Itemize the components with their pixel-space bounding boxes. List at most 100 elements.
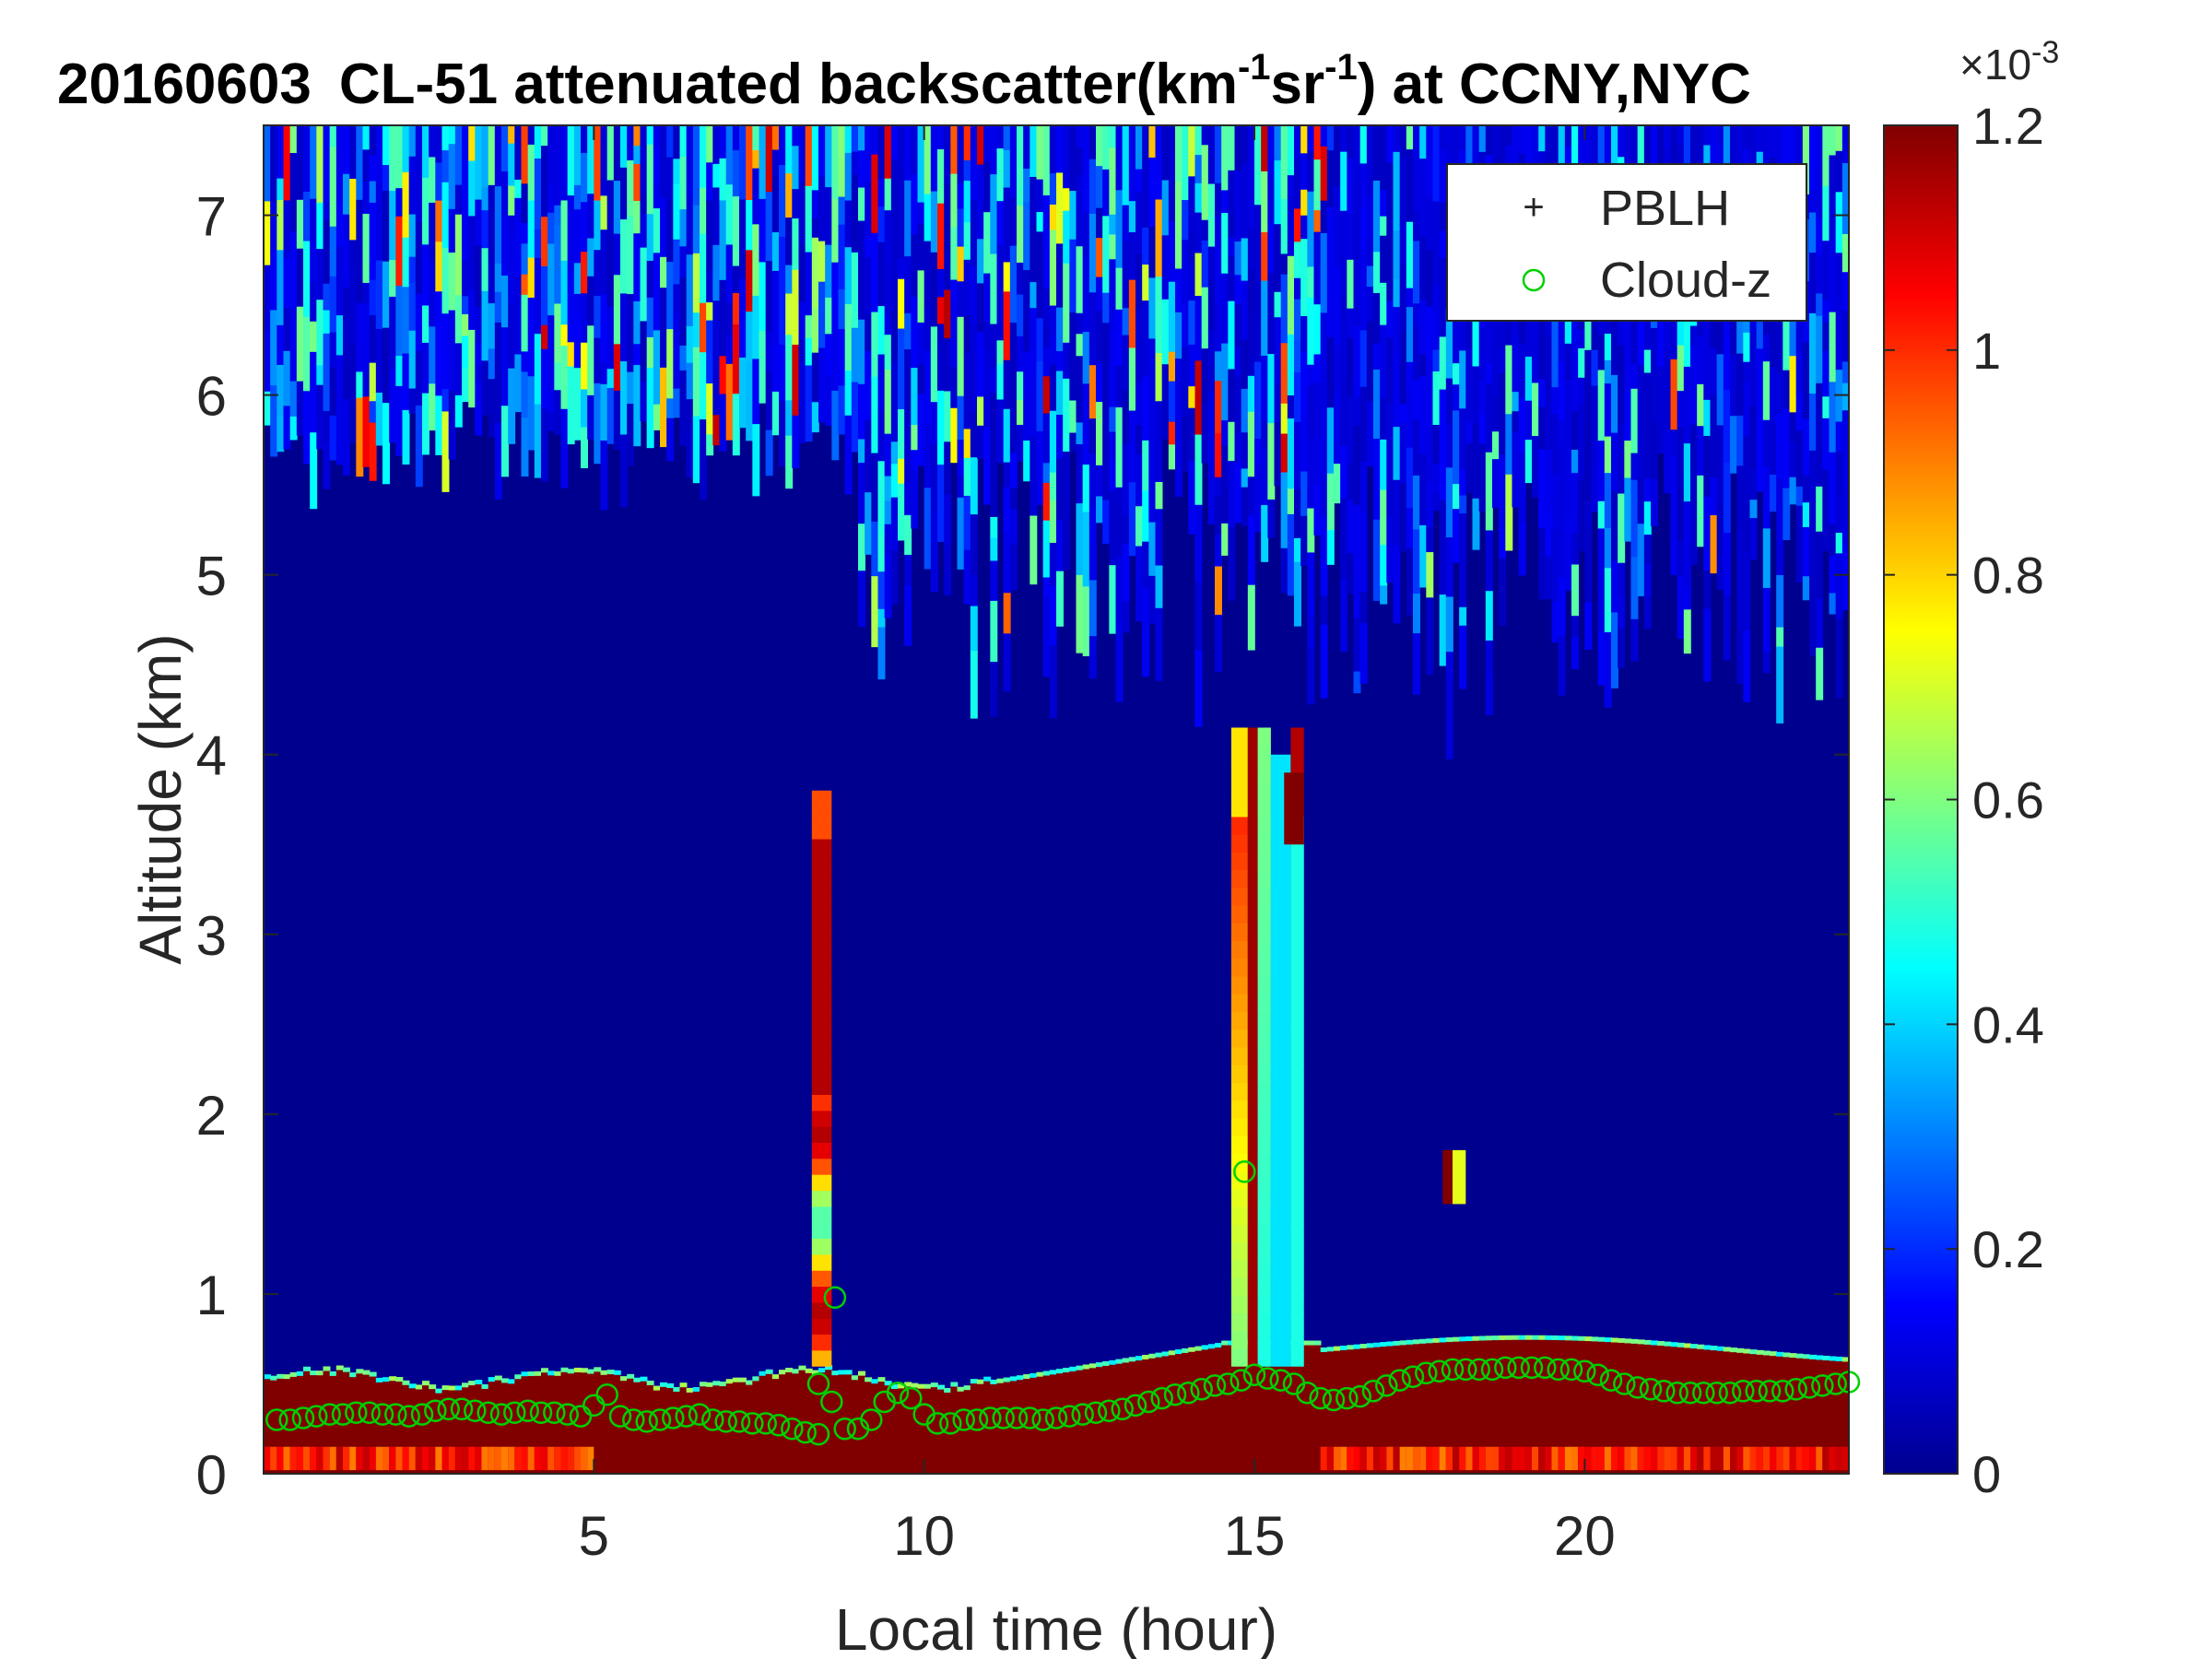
- boundary-layer-cell: [666, 1386, 675, 1474]
- backscatter-cell: [1056, 243, 1064, 309]
- backscatter-cell: [1770, 125, 1777, 159]
- backscatter-cell: [865, 419, 873, 466]
- backscatter-cell: [1247, 312, 1255, 356]
- boundary-layer-cell: [1439, 1341, 1447, 1474]
- precip-column-cell: [1257, 745, 1271, 764]
- cloud-z-point: [1044, 1406, 1068, 1430]
- backscatter-cell: [1380, 235, 1388, 284]
- backscatter-cell: [1630, 310, 1639, 365]
- boundary-layer-cell: [1630, 1342, 1639, 1474]
- backscatter-cell: [1406, 221, 1414, 289]
- backscatter-cell: [441, 125, 450, 151]
- boundary-layer-edge: [1637, 1339, 1645, 1345]
- boundary-layer-cell: [468, 1384, 477, 1474]
- surface-layer-cell: [1499, 1446, 1507, 1471]
- backscatter-cell: [1003, 462, 1011, 488]
- backscatter-cell: [706, 125, 714, 164]
- surface-layer-cell: [343, 1446, 350, 1471]
- backscatter-cell: [448, 208, 456, 253]
- backscatter-cell: [646, 261, 654, 299]
- backscatter-cell: [1426, 250, 1434, 308]
- backscatter-cell: [1485, 530, 1493, 593]
- backscatter-cell: [1056, 125, 1064, 174]
- backscatter-cell: [1829, 556, 1837, 594]
- backscatter-cell: [587, 394, 595, 440]
- boundary-layer-edge: [1082, 1364, 1090, 1370]
- cloud-z-point: [767, 1414, 791, 1437]
- backscatter-cell: [1347, 214, 1355, 261]
- backscatter-cell: [1584, 428, 1593, 502]
- backscatter-cell: [1413, 125, 1420, 174]
- backscatter-cell: [653, 330, 661, 406]
- backscatter-cell: [349, 240, 358, 271]
- boundary-layer-cell: [488, 1381, 496, 1474]
- precip-column-cell: [1247, 1224, 1258, 1243]
- backscatter-cell: [970, 651, 978, 719]
- backscatter-cell: [1419, 159, 1428, 238]
- backscatter-cell: [1776, 309, 1784, 374]
- backscatter-cell: [303, 192, 311, 242]
- boundary-layer-edge: [739, 1377, 747, 1382]
- backscatter-cell: [700, 419, 707, 500]
- backscatter-cell: [1135, 192, 1143, 255]
- backscatter-cell: [1188, 176, 1196, 233]
- boundary-layer-edge: [1618, 1337, 1626, 1343]
- surface-layer-cell: [541, 1446, 548, 1471]
- boundary-layer-cell: [673, 1390, 681, 1474]
- backscatter-cell: [323, 310, 331, 335]
- backscatter-cell: [798, 246, 806, 303]
- backscatter-cell: [1743, 382, 1751, 437]
- backscatter-cell: [1228, 300, 1236, 371]
- boundary-layer-cell: [1432, 1341, 1441, 1474]
- backscatter-cell: [1307, 364, 1315, 387]
- backscatter-cell: [911, 125, 919, 176]
- backscatter-cell: [1042, 288, 1051, 329]
- title-date: 20160603: [57, 53, 312, 116]
- backscatter-cell: [1822, 396, 1830, 419]
- precip-column-cell: [1257, 1312, 1271, 1332]
- backscatter-cell: [851, 125, 859, 153]
- backscatter-cell: [1201, 378, 1209, 406]
- backscatter-cell: [1630, 557, 1639, 620]
- boundary-layer-edge: [911, 1382, 919, 1388]
- backscatter-cell: [785, 125, 794, 175]
- backscatter-cell: [944, 289, 952, 339]
- boundary-layer-edge: [1340, 1345, 1348, 1350]
- backscatter-cell: [481, 248, 489, 292]
- boundary-layer-edge: [541, 1368, 548, 1373]
- backscatter-cell: [1413, 633, 1420, 695]
- backscatter-cell: [871, 232, 879, 313]
- surface-layer-cell: [1413, 1446, 1420, 1471]
- backscatter-cell: [1492, 459, 1500, 509]
- backscatter-cell: [1809, 212, 1817, 253]
- backscatter-cell: [739, 278, 747, 359]
- surface-layer-cell: [454, 1446, 463, 1471]
- backscatter-cell: [1280, 433, 1288, 474]
- precip-column-cell: [1290, 1064, 1304, 1083]
- backscatter-cell: [1228, 421, 1236, 462]
- backscatter-cell: [1591, 349, 1599, 387]
- backscatter-cell: [1254, 205, 1262, 283]
- backscatter-cell: [1280, 125, 1288, 200]
- backscatter-cell: [1690, 504, 1698, 565]
- backscatter-cell: [877, 382, 886, 411]
- backscatter-cell: [1657, 367, 1665, 423]
- backscatter-cell: [1762, 466, 1771, 504]
- backscatter-cell: [898, 278, 905, 330]
- boundary-layer-edge: [429, 1384, 437, 1390]
- surface-layer-cell: [448, 1446, 456, 1471]
- backscatter-cell: [660, 367, 667, 448]
- backscatter-cell: [1340, 446, 1348, 500]
- backscatter-cell: [798, 301, 806, 340]
- backscatter-cell: [1499, 347, 1507, 375]
- precip-column-cell: [1270, 1111, 1291, 1129]
- backscatter-cell: [1340, 259, 1348, 298]
- colorbar-tick-label: 0.4: [1972, 995, 2044, 1053]
- boundary-layer-cell: [369, 1375, 377, 1474]
- backscatter-cell: [1102, 452, 1111, 501]
- backscatter-cell: [1795, 486, 1804, 507]
- backscatter-cell: [303, 241, 311, 318]
- boundary-layer-edge: [581, 1368, 588, 1373]
- backscatter-cell: [983, 322, 992, 351]
- backscatter-cell: [329, 416, 337, 461]
